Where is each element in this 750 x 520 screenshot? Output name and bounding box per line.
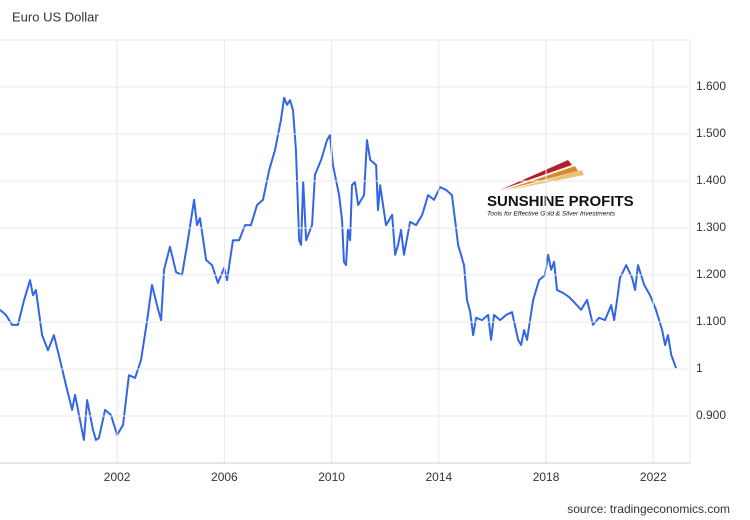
y-tick-label: 1 [696,361,703,375]
x-tick-label: 2014 [425,470,452,484]
chart-title: Euro US Dollar [12,9,99,24]
x-tick-label: 2018 [533,470,560,484]
y-tick-label: 1.400 [696,173,726,187]
y-tick-label: 1.100 [696,314,726,328]
y-tick-label: 1.500 [696,126,726,140]
y-tick-label: 1.200 [696,267,726,281]
x-tick-label: 2022 [640,470,667,484]
x-tick-label: 2002 [104,470,131,484]
logo-ray [510,170,584,190]
logo-title: SUNSHINE PROFITS [487,193,634,210]
x-tick-label: 2010 [318,470,345,484]
logo-ray [505,166,578,190]
y-tick-label: 1.600 [696,79,726,93]
logo-tagline: Tools for Effective Gold & Silver Invest… [487,211,616,218]
y-tick-label: 0.900 [696,408,726,422]
source-note: source: tradingeconomics.com [567,502,730,516]
y-tick-label: 1.300 [696,220,726,234]
logo-ray [500,160,572,190]
x-tick-label: 2006 [211,470,238,484]
price-line [0,96,677,441]
